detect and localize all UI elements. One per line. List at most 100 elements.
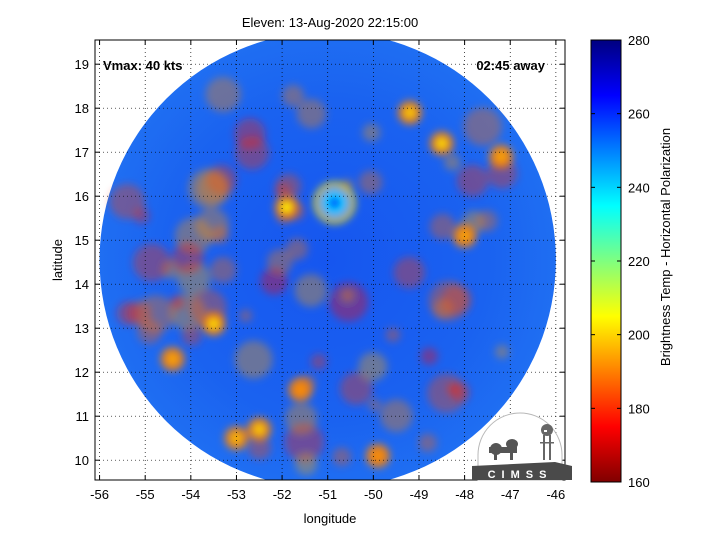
feature-core — [281, 202, 292, 213]
y-tick-label: 11 — [76, 409, 90, 424]
texture-blob — [368, 398, 382, 412]
y-tick-label: 18 — [75, 101, 89, 116]
texture-blob — [456, 164, 489, 197]
feature-core — [496, 151, 507, 162]
colorbar-label: Brightness Temp - Horizontal Polarizatio… — [658, 128, 673, 366]
feature-core — [254, 424, 265, 435]
colorbar-tick-label: 200 — [628, 328, 650, 343]
texture-blob — [339, 372, 373, 405]
x-tick-label: -47 — [501, 487, 520, 502]
feature-core — [231, 433, 242, 444]
x-tick-label: -50 — [364, 487, 383, 502]
texture-blob — [310, 353, 327, 370]
logo-text: CIMSS — [488, 469, 553, 481]
texture-blob — [495, 344, 509, 359]
plot-frame — [94, 39, 566, 481]
y-tick-label: 10 — [75, 453, 89, 468]
texture-blob — [393, 256, 426, 289]
colorbar-ticks: 280 260 240 220 200 180 160 — [591, 33, 650, 490]
texture-blob — [362, 123, 381, 142]
feature-core — [295, 384, 306, 395]
y-tick-label: 12 — [75, 365, 89, 380]
feature-core — [436, 138, 447, 149]
x-tick-label: -48 — [455, 487, 474, 502]
texture-blob — [476, 210, 498, 232]
x-axis-label: longitude — [304, 511, 357, 526]
x-tick-label: -46 — [546, 487, 565, 502]
texture-blob — [294, 274, 328, 307]
texture-blob — [116, 301, 141, 326]
x-tick-label: -56 — [90, 487, 109, 502]
feature-core — [372, 450, 383, 461]
chart-title: Eleven: 13-Aug-2020 22:15:00 — [242, 15, 418, 30]
colorbar-tick-label: 180 — [628, 401, 650, 416]
grid-lines — [95, 40, 565, 480]
texture-blob — [136, 295, 175, 334]
x-tick-label: -54 — [181, 487, 200, 502]
texture-blob — [239, 309, 253, 323]
colorbar-gradient — [591, 40, 621, 482]
convection-features — [160, 100, 514, 468]
colorbar: 280 260 240 220 200 180 160 Brightness Temp - … — [590, 33, 673, 490]
x-tick-label: -52 — [273, 487, 292, 502]
y-tick-label: 16 — [75, 189, 89, 204]
vmax-label: Vmax: 40 kts — [103, 58, 183, 73]
x-tick-label: -53 — [227, 487, 246, 502]
texture-blob — [443, 154, 461, 171]
texture-blob — [181, 325, 202, 346]
texture-blob — [358, 352, 388, 382]
texture-blob — [295, 453, 318, 476]
texture-blob — [463, 107, 502, 146]
feature-core — [459, 230, 470, 241]
feature-core — [327, 195, 342, 210]
storm-eyewall — [313, 181, 356, 224]
texture-blob — [209, 256, 237, 284]
colorbar-tick-label: 260 — [628, 107, 650, 122]
y-tick-label: 13 — [75, 321, 89, 336]
texture-blob — [132, 243, 171, 282]
colorbar-tick-label: 220 — [628, 254, 650, 269]
feature-core — [208, 318, 219, 329]
texture-blob — [247, 436, 272, 460]
texture-blob — [274, 182, 292, 200]
texture-blob — [169, 294, 185, 310]
texture-blob — [109, 184, 145, 220]
texture-blob — [188, 168, 228, 209]
y-axis-ticks: 19 18 17 16 15 14 13 12 11 10 — [75, 57, 565, 468]
texture-blob — [286, 238, 309, 261]
colorbar-tick-label: 160 — [628, 475, 650, 490]
colorbar-tick-label: 240 — [628, 180, 650, 195]
cimss-logo: CIMSS — [472, 412, 572, 481]
texture-blob — [171, 241, 204, 275]
texture-blob — [205, 76, 241, 113]
texture-blob — [427, 373, 467, 413]
texture-blob — [234, 340, 273, 379]
y-axis-label: latitude — [50, 239, 65, 281]
y-tick-label: 14 — [75, 277, 89, 292]
feature-core — [167, 354, 178, 364]
y-tick-label: 17 — [75, 145, 89, 160]
x-tick-label: -55 — [136, 487, 155, 502]
texture-blob — [282, 84, 305, 107]
x-tick-label: -51 — [318, 487, 337, 502]
texture-blob — [329, 282, 369, 322]
x-axis-ticks: -56 -55 -54 -53 -52 -51 -50 -49 -48 -47 -46 — [90, 40, 565, 502]
texture-blob — [260, 267, 288, 295]
texture-blob — [285, 402, 318, 435]
texture-blob — [385, 327, 401, 343]
texture-blob — [420, 347, 438, 365]
texture-blob — [235, 135, 270, 170]
feature-core — [404, 107, 415, 118]
y-tick-label: 19 — [75, 57, 89, 72]
texture-blob — [332, 447, 352, 467]
colorbar-tick-label: 280 — [628, 33, 650, 48]
texture-blob — [358, 170, 383, 195]
y-tick-label: 15 — [75, 233, 89, 248]
texture-blob — [380, 399, 413, 433]
texture-blob — [418, 433, 437, 453]
texture-blob — [296, 98, 327, 129]
x-tick-label: -49 — [410, 487, 429, 502]
texture-blob — [428, 280, 469, 321]
time-away-label: 02:45 away — [476, 58, 545, 73]
